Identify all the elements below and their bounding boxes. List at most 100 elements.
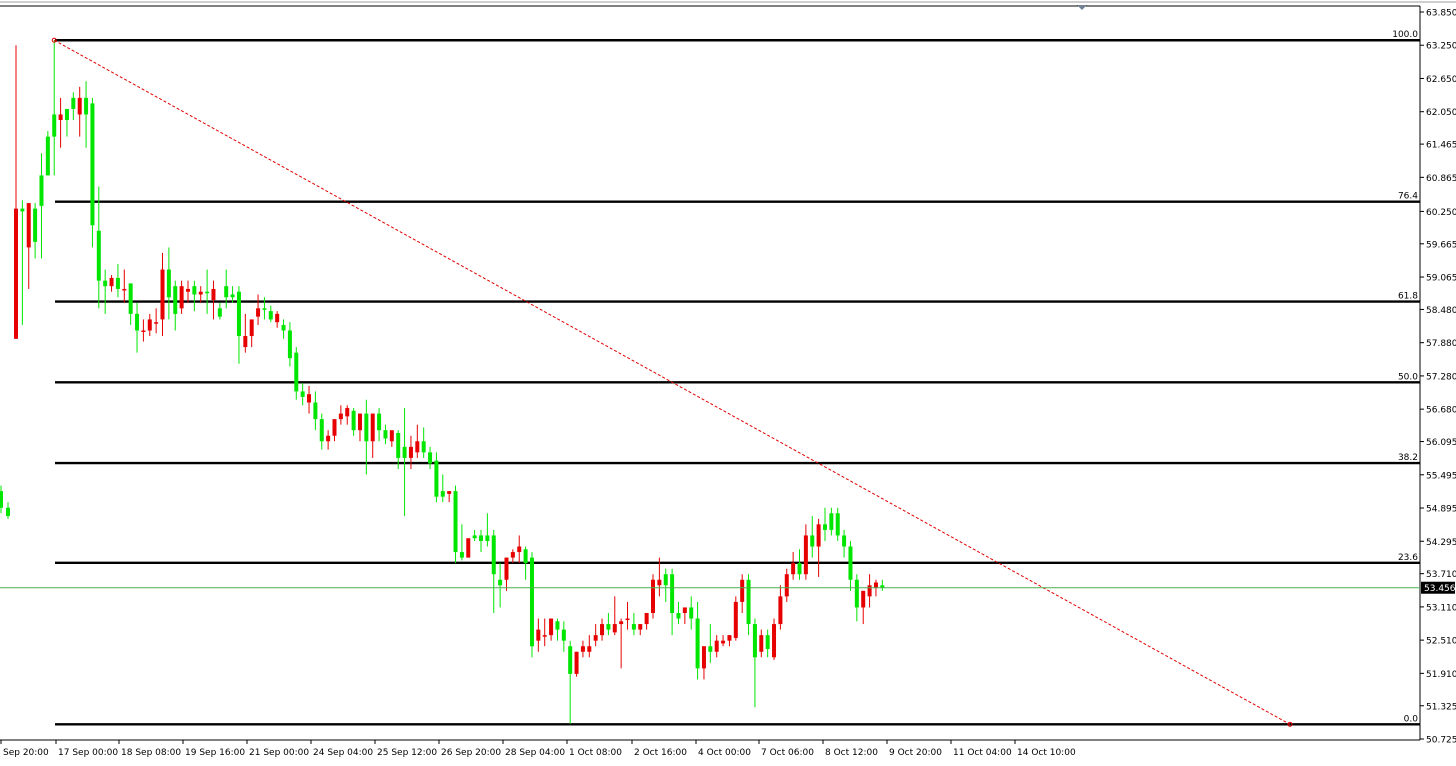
candle-body <box>294 352 299 392</box>
price-tick-label: 58.480 <box>1426 306 1456 316</box>
time-tick-label: 25 Sep 12:00 <box>377 748 437 758</box>
candle-body <box>606 624 611 630</box>
candle-body <box>313 402 318 420</box>
candle-body <box>338 413 343 420</box>
candle-body <box>695 618 700 669</box>
candle-body <box>561 629 566 641</box>
candle-body <box>415 441 420 453</box>
candle-body <box>529 557 534 647</box>
price-tick-label: 63.250 <box>1426 42 1456 52</box>
candle-body <box>472 535 477 539</box>
candle-body <box>236 291 241 337</box>
price-tick-label: 56.095 <box>1426 438 1456 448</box>
candle-body <box>803 535 808 575</box>
candle-body <box>20 208 25 212</box>
time-tick-label: 18 Sep 08:00 <box>121 748 181 758</box>
time-tick-label: 9 Oct 20:00 <box>889 748 942 758</box>
candle-body <box>128 283 133 314</box>
time-tick-label: 2 Oct 16:00 <box>634 748 687 758</box>
candle-body <box>160 269 165 320</box>
time-tick-label: 14 Oct 10:00 <box>1017 748 1076 758</box>
candle-body <box>593 635 598 641</box>
candle-body <box>428 452 433 464</box>
candle-body <box>281 324 286 331</box>
candle-body <box>810 535 815 547</box>
candle-body <box>638 624 643 630</box>
candle-body <box>625 618 630 621</box>
candle-body <box>587 646 592 652</box>
fibo-anchor-point <box>51 37 57 43</box>
fibo-level-label: 38.2 <box>1398 453 1418 463</box>
candle-body <box>141 330 146 332</box>
candle-body <box>319 419 324 442</box>
candle-body <box>765 635 770 649</box>
candle-body <box>612 624 617 633</box>
price-tick-label: 61.465 <box>1426 141 1456 151</box>
candle-body <box>517 546 522 553</box>
time-tick-label: Sep 20:00 <box>3 748 49 758</box>
candle-body <box>772 624 777 658</box>
candle-body <box>84 97 89 115</box>
candle-body <box>326 435 331 442</box>
candle-body <box>453 491 458 553</box>
candle-body <box>670 574 675 613</box>
candle-body <box>574 651 579 674</box>
price-tick-label: 60.865 <box>1426 174 1456 184</box>
candle-body <box>485 535 490 541</box>
candle-body <box>351 410 356 431</box>
price-tick-label: 63.850 <box>1426 9 1456 19</box>
fibo-level-label: 0.0 <box>1404 714 1419 724</box>
price-tick-label: 57.280 <box>1426 372 1456 382</box>
candle-body <box>300 391 305 397</box>
candle-body <box>243 336 248 348</box>
candle-body <box>740 579 745 602</box>
candle-body <box>555 621 560 630</box>
candle-body <box>867 585 872 597</box>
price-tick-label: 53.710 <box>1426 570 1456 580</box>
candle-body <box>6 507 10 517</box>
candle-body <box>262 308 267 310</box>
candle-body <box>0 491 3 508</box>
price-tick-label: 60.250 <box>1426 208 1456 218</box>
fibo-level-label: 100.0 <box>1392 30 1418 40</box>
candle-body <box>504 557 509 580</box>
candle-body <box>135 313 140 331</box>
candle-body <box>64 108 69 121</box>
current-price-label: 53.456 <box>1424 584 1456 594</box>
candle-body <box>644 612 649 625</box>
time-tick-label: 11 Oct 04:00 <box>953 748 1012 758</box>
candle-body <box>345 408 350 417</box>
fibo-level-label: 61.8 <box>1398 292 1418 302</box>
candle-body <box>619 621 624 625</box>
candle-body <box>109 277 114 287</box>
candle-body <box>523 549 528 564</box>
candle-body <box>835 513 840 536</box>
candle-body <box>727 635 732 641</box>
candle-body <box>275 313 280 323</box>
candle-body <box>154 322 159 324</box>
candle-body <box>848 546 853 580</box>
candle-body <box>861 590 866 608</box>
current-price-tag <box>1421 581 1455 594</box>
time-tick-label: 24 Sep 04:00 <box>313 748 373 758</box>
candle-body <box>217 308 222 317</box>
price-tick-label: 56.680 <box>1426 406 1456 416</box>
candle-body <box>71 97 76 109</box>
candle-body <box>173 286 178 314</box>
candle-body <box>459 552 464 558</box>
candle-body <box>842 535 847 547</box>
fibo-anchor-point <box>1287 721 1293 727</box>
price-tick-label: 52.510 <box>1426 637 1456 647</box>
candle-body <box>364 413 369 442</box>
candle-body <box>479 535 484 541</box>
candle-body <box>759 635 764 652</box>
candle-body <box>256 308 261 317</box>
time-tick-label: 28 Sep 04:00 <box>505 748 565 758</box>
candle-body <box>77 97 82 115</box>
price-tick-label: 54.295 <box>1426 538 1456 548</box>
fibo-level-label: 76.4 <box>1398 192 1418 202</box>
candle-body <box>230 294 235 298</box>
candle-body <box>791 563 796 575</box>
candle-body <box>33 208 38 242</box>
